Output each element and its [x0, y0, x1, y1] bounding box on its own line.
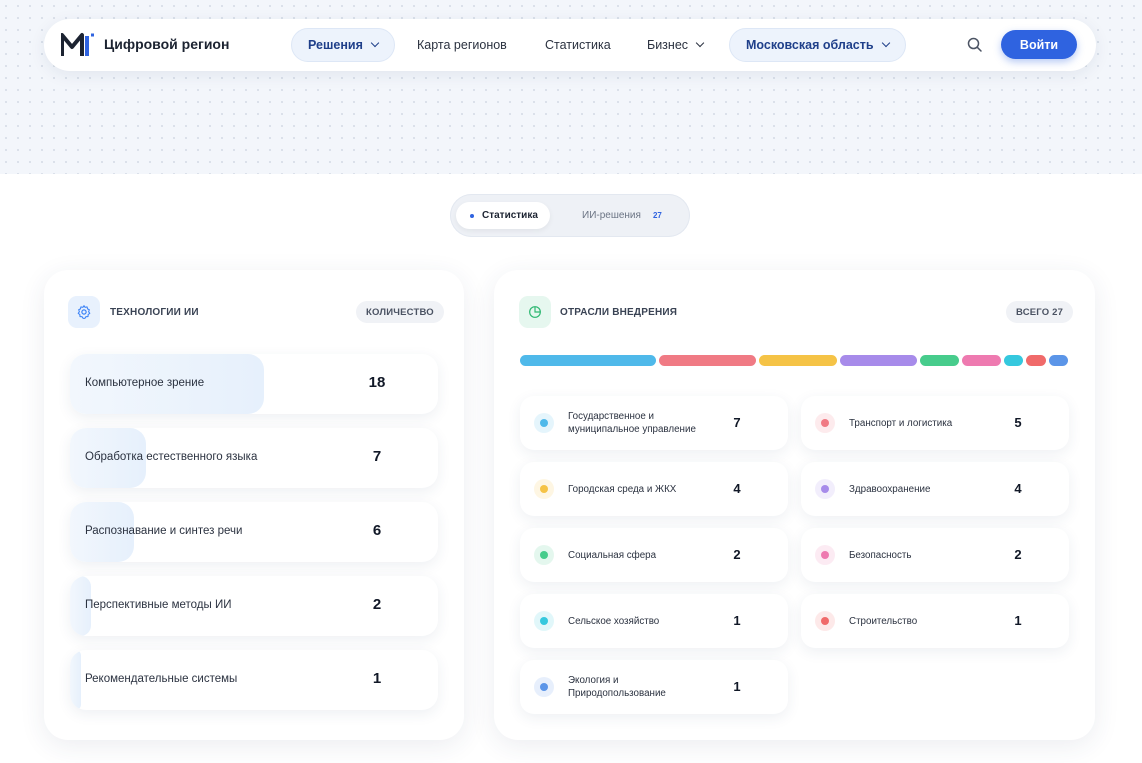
distribution-segment: [1026, 355, 1046, 366]
industries-card: ОТРАСЛИ ВНЕДРЕНИЯ ВСЕГО 27 Государственн…: [494, 270, 1095, 740]
industry-item[interactable]: Сельское хозяйство 1: [520, 594, 788, 648]
login-button[interactable]: Войти: [1001, 30, 1077, 59]
distribution-segment: [1003, 355, 1024, 366]
industry-label: Государственное и муниципальное управлен…: [568, 411, 696, 435]
industry-label: Безопасность: [849, 550, 912, 561]
region-selector-label: Московская область: [746, 38, 874, 52]
industry-item[interactable]: Городская среда и ЖКХ 4: [520, 462, 788, 516]
tech-count: 7: [372, 448, 382, 465]
tab-ai-solutions-count: 27: [652, 211, 662, 220]
distribution-segment: [920, 355, 959, 366]
industry-count: 4: [733, 481, 741, 496]
industry-color-dot: [540, 419, 548, 427]
nav-solutions-dropdown[interactable]: Решения: [291, 28, 395, 62]
tech-share-fill: [70, 576, 91, 636]
tech-label: Компьютерное зрение: [85, 377, 205, 389]
brand-name[interactable]: Цифровой регион: [104, 36, 230, 52]
distribution-segment: [1048, 355, 1068, 366]
tab-ai-solutions-label: ИИ-решения: [582, 210, 641, 221]
industry-label: Социальная сфера: [568, 550, 657, 561]
distribution-segment: [658, 355, 756, 366]
distribution-segment: [839, 355, 918, 366]
industry-label: Транспорт и логистика: [849, 418, 953, 429]
tech-share-fill: [70, 428, 146, 488]
industry-count: 7: [733, 415, 741, 430]
ai-technologies-card: ТЕХНОЛОГИИ ИИ КОЛИЧЕСТВО Компьютерное зр…: [44, 270, 464, 740]
industry-count: 1: [733, 613, 741, 628]
industry-color-dot: [540, 551, 548, 559]
industry-item[interactable]: Государственное и муниципальное управлен…: [520, 396, 788, 450]
nav-statistics[interactable]: Статистика: [545, 38, 611, 52]
tab-ai-solutions[interactable]: ИИ-решения 27: [572, 202, 682, 229]
logo-icon[interactable]: [61, 32, 95, 58]
nav-solutions-label: Решения: [308, 38, 363, 52]
tech-label: Распознавание и синтез речи: [85, 525, 243, 537]
industry-color-dot: [821, 551, 829, 559]
tech-row[interactable]: Перспективные методы ИИ 2: [70, 576, 438, 636]
nav-regions-map[interactable]: Карта регионов: [417, 38, 507, 52]
tech-row[interactable]: Распознавание и синтез речи 6: [70, 502, 438, 562]
tech-label: Обработка естественного языка: [85, 451, 258, 463]
industry-count: 4: [1014, 481, 1022, 496]
industry-item[interactable]: Транспорт и логистика 5: [801, 396, 1069, 450]
industry-color-dot: [540, 617, 548, 625]
nav-business-label: Бизнес: [647, 38, 689, 52]
chevron-down-icon: [695, 38, 705, 48]
chevron-down-icon: [370, 38, 380, 48]
tech-count: 2: [372, 596, 382, 613]
card-title: ТЕХНОЛОГИИ ИИ: [110, 307, 199, 318]
tech-row[interactable]: Компьютерное зрение 18: [70, 354, 438, 414]
tech-share-fill: [70, 502, 134, 562]
industry-count: 1: [733, 679, 741, 694]
tech-row[interactable]: Обработка естественного языка 7: [70, 428, 438, 488]
total-badge: ВСЕГО 27: [1006, 301, 1074, 323]
pie-chart-icon: [519, 296, 551, 328]
gear-icon: [68, 296, 100, 328]
industry-count: 2: [733, 547, 741, 562]
tech-share-fill: [70, 354, 264, 414]
industry-item[interactable]: Социальная сфера 2: [520, 528, 788, 582]
tech-count: 6: [372, 522, 382, 539]
industry-count: 2: [1014, 547, 1022, 562]
industry-count: 5: [1014, 415, 1022, 430]
tech-label: Рекомендательные системы: [85, 673, 238, 685]
distribution-segment: [520, 355, 656, 366]
distribution-segment: [758, 355, 837, 366]
industry-color-dot: [821, 485, 829, 493]
industry-item[interactable]: Здравоохранение 4: [801, 462, 1069, 516]
industry-color-dot: [540, 683, 548, 691]
industry-color-dot: [540, 485, 548, 493]
active-dot: [470, 213, 474, 218]
nav-business-dropdown[interactable]: Бизнес: [631, 28, 719, 62]
industry-color-dot: [821, 419, 829, 427]
industry-item[interactable]: Экология и Природопользование 1: [520, 660, 788, 714]
tech-count: 1: [372, 670, 382, 687]
search-icon[interactable]: [965, 35, 985, 55]
tab-statistics-label: Статистика: [482, 210, 538, 221]
industry-label: Здравоохранение: [849, 484, 931, 495]
top-navbar: Цифровой регион Решения Карта регионов С…: [44, 19, 1096, 71]
tech-label: Перспективные методы ИИ: [85, 599, 232, 611]
quantity-badge: КОЛИЧЕСТВО: [356, 301, 444, 323]
industry-label: Сельское хозяйство: [568, 616, 660, 627]
tech-share-fill: [70, 650, 81, 710]
tech-count: 18: [368, 374, 386, 391]
tab-statistics[interactable]: Статистика: [456, 202, 550, 229]
view-tabs: Статистика ИИ-решения 27: [450, 194, 690, 237]
industry-label: Городская среда и ЖКХ: [568, 484, 677, 495]
tech-row[interactable]: Рекомендательные системы 1: [70, 650, 438, 710]
industry-count: 1: [1014, 613, 1022, 628]
industry-label: Строительство: [849, 616, 918, 627]
industry-item[interactable]: Строительство 1: [801, 594, 1069, 648]
industry-item[interactable]: Безопасность 2: [801, 528, 1069, 582]
distribution-segment: [961, 355, 1001, 366]
chevron-down-icon: [881, 38, 890, 48]
region-selector[interactable]: Московская область: [729, 28, 906, 62]
industry-color-dot: [821, 617, 829, 625]
industry-label: Экология и Природопользование: [568, 675, 666, 699]
card-title: ОТРАСЛИ ВНЕДРЕНИЯ: [560, 307, 678, 318]
